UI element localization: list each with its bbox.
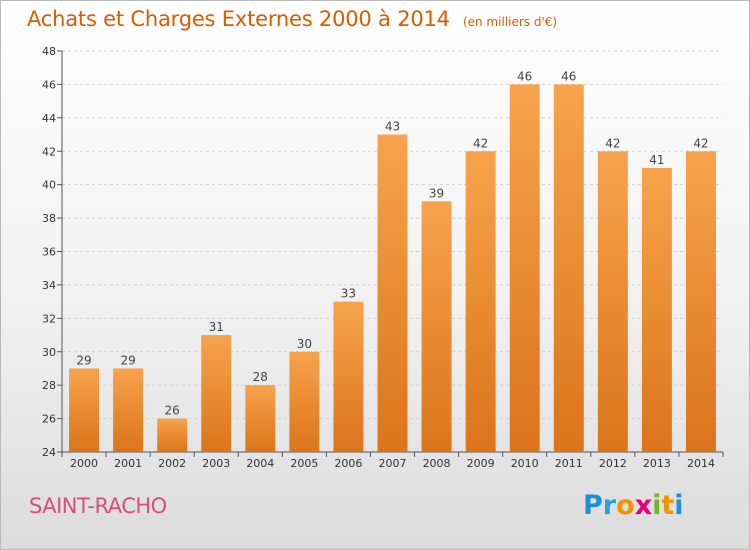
value-label: 42 [473, 136, 488, 150]
x-tick-label: 2000 [70, 457, 98, 470]
logo-letter: r [602, 490, 617, 521]
x-tick-label: 2010 [511, 457, 539, 470]
value-label: 33 [341, 287, 356, 301]
bar-2005 [289, 351, 320, 452]
logo-letter: o [616, 490, 635, 521]
x-tick-label: 2014 [687, 457, 715, 470]
y-tick-label: 24 [42, 446, 56, 459]
value-label: 46 [517, 69, 532, 83]
x-tick-label: 2009 [467, 457, 495, 470]
bar-layer [69, 84, 716, 453]
bar-2002 [157, 418, 188, 452]
x-tick-label: 2004 [246, 457, 274, 470]
logo-letter: i [652, 490, 662, 521]
value-label: 31 [209, 320, 224, 334]
proxiti-logo: Proxiti [583, 490, 684, 521]
x-tick-label: 2006 [334, 457, 362, 470]
bar-2009 [465, 151, 496, 452]
bar-2007 [377, 134, 408, 452]
chart-title: Achats et Charges Externes 2000 à 2014 [27, 7, 450, 31]
bar-2010 [509, 84, 540, 453]
x-tick-label: 2007 [379, 457, 407, 470]
bar-2006 [333, 301, 364, 452]
value-label: 39 [429, 186, 444, 200]
logo-letter: i [674, 490, 684, 521]
value-label: 29 [76, 353, 91, 367]
value-label: 42 [605, 136, 620, 150]
x-tick-label: 2005 [290, 457, 318, 470]
x-tick-label: 2011 [555, 457, 583, 470]
y-tick-label: 42 [42, 145, 56, 158]
x-tick-label: 2001 [114, 457, 142, 470]
bar-2011 [553, 84, 584, 453]
logo-letter: t [661, 490, 675, 521]
logo-letter: P [583, 490, 603, 521]
bar-2004 [245, 385, 276, 452]
bar-2013 [641, 167, 672, 453]
value-label: 41 [649, 153, 664, 167]
x-tick-label: 2008 [423, 457, 451, 470]
x-tick-label: 2002 [158, 457, 186, 470]
y-tick-label: 30 [42, 346, 56, 359]
chart-unit: (en milliers d'€) [462, 15, 558, 29]
value-label: 30 [297, 337, 312, 351]
bar-2001 [113, 368, 144, 452]
value-label: 26 [165, 404, 180, 418]
bar-2008 [421, 201, 452, 452]
title-row: Achats et Charges Externes 2000 à 2014 (… [27, 7, 557, 31]
place-name: SAINT-RACHO [29, 494, 167, 518]
y-tick-label: 28 [42, 379, 56, 392]
y-tick-label: 38 [42, 212, 56, 225]
value-label: 42 [693, 136, 708, 150]
y-tick-label: 44 [42, 112, 56, 125]
bar-2000 [69, 368, 100, 452]
value-label: 28 [253, 370, 268, 384]
y-tick-label: 48 [42, 45, 56, 58]
value-label: 29 [120, 353, 135, 367]
logo-letter: x [634, 490, 653, 521]
bar-2003 [201, 335, 232, 452]
value-label: 43 [385, 120, 400, 134]
value-label: 46 [561, 69, 576, 83]
y-tick-label: 26 [42, 413, 56, 426]
bar-2012 [597, 151, 628, 452]
y-tick-label: 40 [42, 179, 56, 192]
bar-2014 [685, 151, 716, 452]
label-layer: 29 29 26 31 28 30 33 43 39 42 46 46 42 41 42 [76, 69, 708, 417]
y-tick-label: 34 [42, 279, 56, 292]
x-tick-label: 2003 [202, 457, 230, 470]
y-tick-label: 46 [42, 78, 56, 91]
y-tick-label: 32 [42, 312, 56, 325]
y-tick-label: 36 [42, 246, 56, 259]
x-tick-label: 2013 [643, 457, 671, 470]
x-tick-label: 2012 [599, 457, 627, 470]
